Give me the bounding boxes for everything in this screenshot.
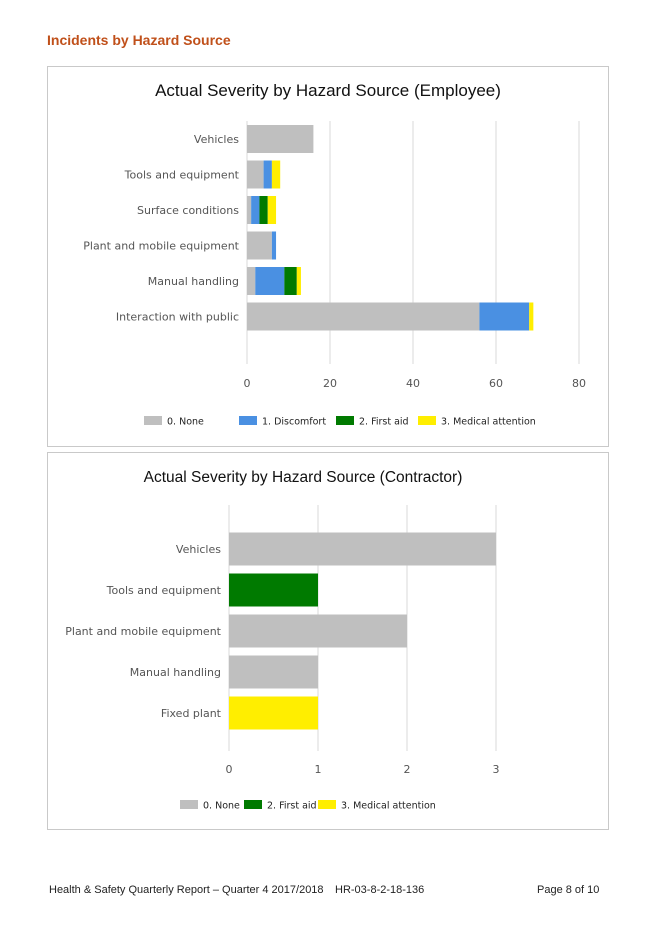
category-label-vehicles: Vehicles	[194, 133, 239, 146]
x-tick-label-0: 0	[244, 377, 251, 390]
bar-plant-and-mobile-equipment-0-none	[229, 614, 407, 648]
employee-severity-chart: Actual Severity by Hazard Source (Employ…	[47, 66, 609, 447]
category-label-interaction-with-public: Interaction with public	[116, 311, 239, 324]
footer-document-number: HR-03-8-2-18-136	[335, 884, 425, 896]
legend-label-0-none: 0. None	[203, 801, 240, 812]
footer-report-title: Health & Safety Quarterly Report – Quart…	[49, 884, 324, 896]
bar-surface-conditions-0-none	[247, 196, 252, 224]
legend-swatch-1-discomfort	[239, 416, 257, 425]
bar-manual-handling-1-discomfort	[255, 267, 285, 295]
x-tick-label-40: 40	[406, 377, 420, 390]
category-label-manual-handling: Manual handling	[130, 666, 221, 679]
category-label-tools-and-equipment: Tools and equipment	[106, 584, 222, 597]
employee-chart-svg: Actual Severity by Hazard Source (Employ…	[83, 81, 586, 428]
bar-manual-handling-2-first-aid	[284, 267, 297, 295]
bar-manual-handling-0-none	[247, 267, 256, 295]
category-label-vehicles: Vehicles	[176, 543, 221, 556]
bar-interaction-with-public-1-discomfort	[479, 302, 530, 331]
bar-vehicles-0-none	[247, 125, 314, 153]
x-tick-label-80: 80	[572, 377, 586, 390]
legend-label-2-first-aid: 2. First aid	[359, 417, 409, 428]
legend-swatch-2-first-aid	[244, 800, 262, 809]
bar-interaction-with-public-0-none	[247, 302, 480, 331]
contractor-severity-chart: Actual Severity by Hazard Source (Contra…	[47, 452, 609, 830]
bar-surface-conditions-3-medical-attention	[267, 196, 277, 224]
legend-label-2-first-aid: 2. First aid	[267, 801, 317, 812]
bar-plant-and-mobile-equipment-0-none	[247, 231, 272, 260]
bar-tools-and-equipment-2-first-aid	[229, 573, 318, 607]
x-tick-label-20: 20	[323, 377, 337, 390]
bar-surface-conditions-1-discomfort	[251, 196, 260, 224]
chart-title: Actual Severity by Hazard Source (Contra…	[144, 469, 463, 486]
category-label-tools-and-equipment: Tools and equipment	[124, 169, 240, 182]
contractor-chart-svg: Actual Severity by Hazard Source (Contra…	[65, 469, 500, 812]
bar-fixed-plant-3-medical-attention	[229, 696, 318, 730]
x-tick-label-1: 1	[315, 763, 322, 776]
bar-tools-and-equipment-1-discomfort	[263, 160, 272, 189]
bar-plant-and-mobile-equipment-1-discomfort	[271, 231, 277, 260]
category-label-fixed-plant: Fixed plant	[161, 707, 222, 720]
bar-surface-conditions-2-first-aid	[259, 196, 268, 224]
x-tick-label-60: 60	[489, 377, 503, 390]
legend-label-0-none: 0. None	[167, 417, 204, 428]
category-label-surface-conditions: Surface conditions	[137, 204, 239, 217]
legend-label-3-medical-attention: 3. Medical attention	[341, 801, 436, 812]
bar-tools-and-equipment-3-medical-attention	[271, 160, 281, 189]
category-label-plant-and-mobile-equipment: Plant and mobile equipment	[65, 625, 221, 638]
legend-swatch-3-medical-attention	[318, 800, 336, 809]
x-tick-label-0: 0	[226, 763, 233, 776]
chart-title: Actual Severity by Hazard Source (Employ…	[155, 81, 501, 100]
legend-label-1-discomfort: 1. Discomfort	[262, 417, 326, 428]
legend-swatch-2-first-aid	[336, 416, 354, 425]
bar-vehicles-0-none	[229, 532, 496, 566]
bar-manual-handling-0-none	[229, 655, 318, 689]
x-tick-label-2: 2	[404, 763, 411, 776]
category-label-plant-and-mobile-equipment: Plant and mobile equipment	[83, 240, 239, 253]
legend-swatch-0-none	[144, 416, 162, 425]
legend-swatch-0-none	[180, 800, 198, 809]
legend-swatch-3-medical-attention	[418, 416, 436, 425]
legend-label-3-medical-attention: 3. Medical attention	[441, 417, 536, 428]
footer-page-number: Page 8 of 10	[537, 884, 600, 896]
category-label-manual-handling: Manual handling	[148, 275, 239, 288]
bar-interaction-with-public-3-medical-attention	[529, 302, 534, 331]
bar-tools-and-equipment-0-none	[247, 160, 264, 189]
bar-manual-handling-3-medical-attention	[296, 267, 301, 295]
x-tick-label-3: 3	[493, 763, 500, 776]
section-heading: Incidents by Hazard Source	[47, 32, 231, 48]
